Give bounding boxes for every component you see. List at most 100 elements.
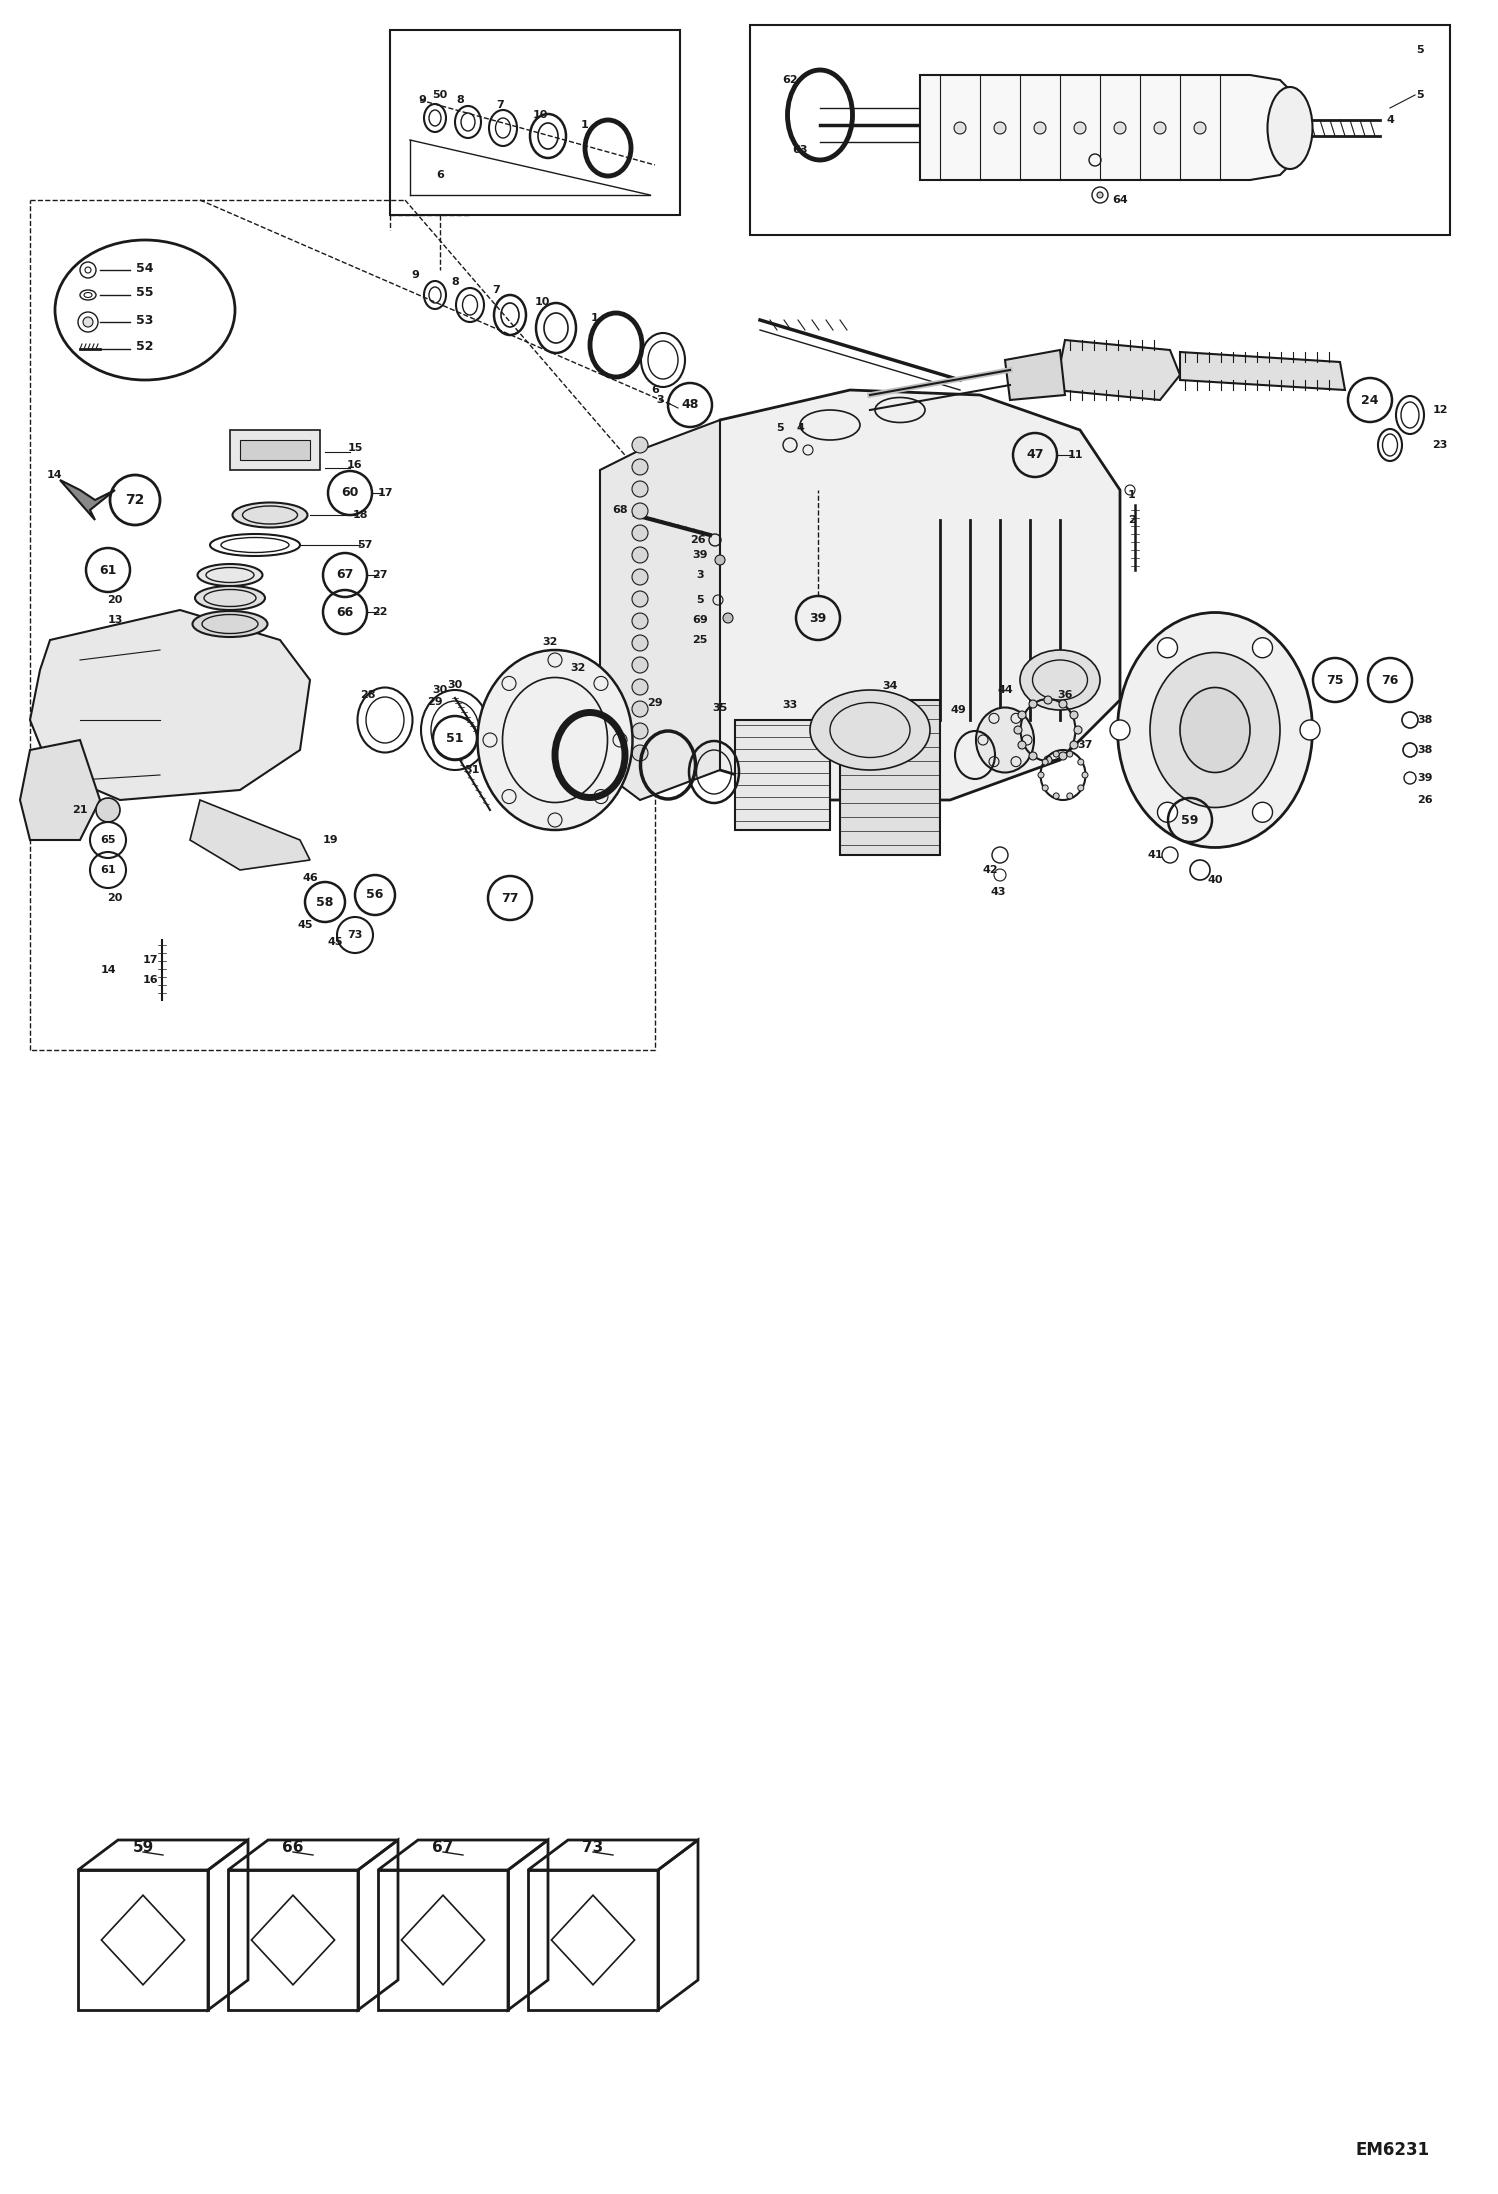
Text: 65: 65 (100, 836, 115, 845)
Text: 36: 36 (1058, 689, 1073, 700)
Circle shape (995, 123, 1007, 134)
Text: 16: 16 (142, 974, 157, 985)
Circle shape (1077, 759, 1083, 766)
Text: 19: 19 (322, 836, 339, 845)
Text: 44: 44 (998, 685, 1013, 695)
Text: 14: 14 (100, 965, 115, 974)
Circle shape (632, 724, 649, 739)
Text: 67: 67 (433, 1841, 454, 1856)
Text: 43: 43 (990, 886, 1005, 897)
Text: 1: 1 (581, 121, 589, 129)
Text: 68: 68 (613, 505, 628, 516)
Text: 6: 6 (652, 384, 659, 395)
Text: 9: 9 (418, 94, 425, 105)
Circle shape (1300, 720, 1320, 739)
Text: 32: 32 (542, 636, 557, 647)
Text: 38: 38 (1417, 746, 1432, 755)
Text: 66: 66 (282, 1841, 304, 1856)
Polygon shape (1005, 351, 1065, 399)
Text: 3: 3 (697, 570, 704, 579)
Circle shape (82, 316, 93, 327)
Text: 17: 17 (142, 954, 157, 965)
Circle shape (724, 612, 733, 623)
Text: 48: 48 (682, 399, 698, 412)
Text: 11: 11 (1067, 450, 1083, 461)
Circle shape (632, 612, 649, 630)
Polygon shape (736, 720, 830, 829)
Text: 55: 55 (136, 287, 154, 301)
Ellipse shape (478, 649, 632, 829)
Text: 52: 52 (136, 340, 154, 353)
Circle shape (1043, 785, 1049, 790)
Circle shape (1053, 792, 1059, 799)
Text: 59: 59 (1182, 814, 1198, 827)
Text: 67: 67 (337, 568, 354, 581)
Text: 10: 10 (535, 296, 550, 307)
Polygon shape (1180, 351, 1345, 391)
Circle shape (1014, 726, 1022, 735)
Text: 37: 37 (1077, 739, 1092, 750)
Text: 30: 30 (433, 685, 448, 695)
Ellipse shape (1150, 652, 1279, 807)
Text: 56: 56 (367, 889, 383, 902)
Polygon shape (840, 700, 941, 856)
Circle shape (1059, 700, 1067, 709)
Text: 7: 7 (493, 285, 500, 294)
Text: 73: 73 (348, 930, 363, 939)
Circle shape (632, 568, 649, 586)
Circle shape (1153, 123, 1165, 134)
Text: 21: 21 (72, 805, 88, 814)
Text: 39: 39 (1417, 772, 1432, 783)
Text: 38: 38 (1417, 715, 1432, 724)
Circle shape (1115, 123, 1126, 134)
Text: 29: 29 (427, 698, 443, 706)
Circle shape (1097, 193, 1103, 197)
Text: 23: 23 (1432, 441, 1447, 450)
Circle shape (1053, 750, 1059, 757)
Text: 1: 1 (1128, 489, 1135, 500)
Polygon shape (601, 419, 721, 801)
Text: 14: 14 (48, 470, 63, 480)
Circle shape (1043, 759, 1049, 766)
Circle shape (632, 746, 649, 761)
Text: 61: 61 (100, 864, 115, 875)
Text: 50: 50 (433, 90, 448, 101)
Circle shape (632, 524, 649, 542)
Text: 13: 13 (108, 614, 123, 625)
Polygon shape (920, 75, 1300, 180)
Text: 5: 5 (697, 595, 704, 606)
Text: 15: 15 (348, 443, 363, 452)
Ellipse shape (198, 564, 262, 586)
Text: 39: 39 (692, 551, 707, 559)
Polygon shape (680, 391, 1121, 801)
Text: 49: 49 (950, 704, 966, 715)
Text: 42: 42 (983, 864, 998, 875)
Text: 40: 40 (1207, 875, 1222, 884)
Text: 7: 7 (496, 101, 503, 110)
Circle shape (1034, 123, 1046, 134)
Text: 77: 77 (502, 891, 518, 904)
Bar (750, 24, 1450, 235)
Ellipse shape (1020, 649, 1100, 711)
Text: 31: 31 (464, 766, 479, 774)
Text: 41: 41 (1147, 849, 1162, 860)
Text: 17: 17 (377, 487, 392, 498)
Ellipse shape (1180, 687, 1249, 772)
Text: 32: 32 (571, 663, 586, 674)
Text: 59: 59 (132, 1841, 154, 1856)
Circle shape (632, 590, 649, 608)
Circle shape (1158, 803, 1177, 823)
Ellipse shape (810, 689, 930, 770)
Text: 33: 33 (782, 700, 797, 711)
Text: 35: 35 (713, 702, 728, 713)
Circle shape (1252, 638, 1272, 658)
Circle shape (1044, 757, 1052, 764)
Text: 20: 20 (108, 893, 123, 904)
Text: 1: 1 (592, 314, 599, 323)
Text: 54: 54 (136, 261, 154, 274)
Text: 69: 69 (692, 614, 709, 625)
Text: 27: 27 (372, 570, 388, 579)
Polygon shape (30, 610, 310, 801)
Text: 63: 63 (792, 145, 807, 156)
Text: 22: 22 (372, 608, 388, 617)
